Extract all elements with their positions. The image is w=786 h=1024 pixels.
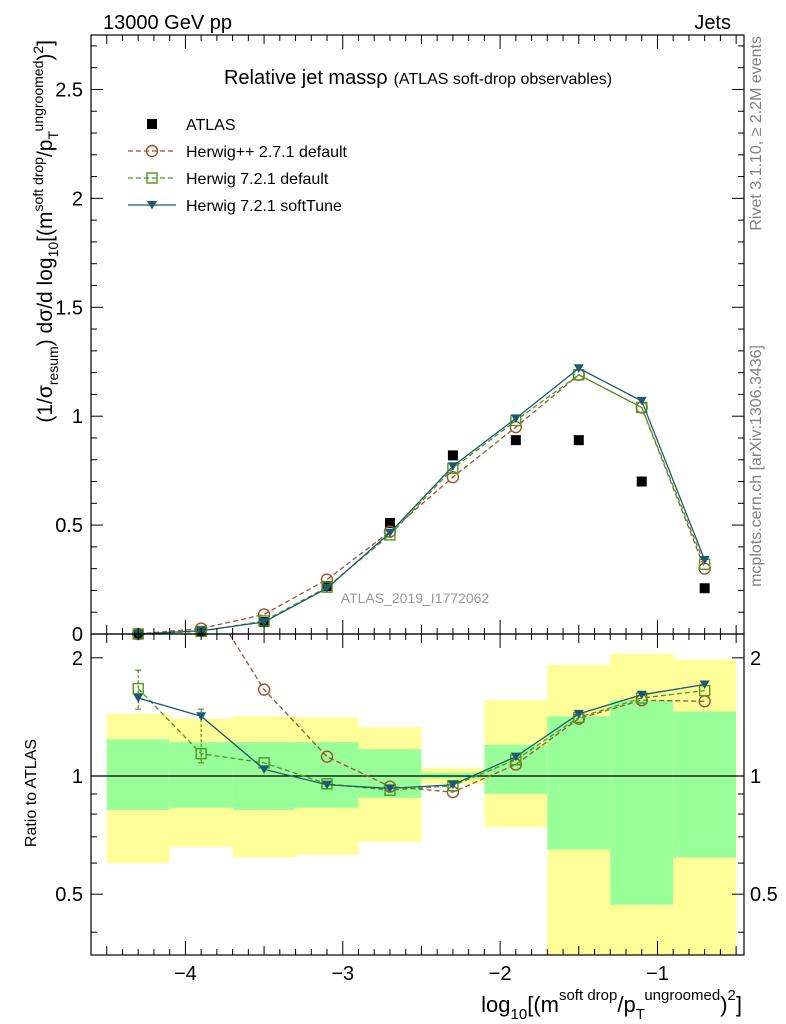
y-tick-label: 2: [72, 188, 83, 210]
ratio-frame: [90, 633, 745, 956]
series-line-1: [138, 374, 706, 635]
y-tick-label: 0: [72, 624, 83, 646]
data-point: [322, 584, 333, 593]
data-point: [699, 583, 710, 594]
series-line-3: [138, 367, 706, 635]
band-green: [673, 711, 737, 858]
ratio-y-tick-label-right: 0.5: [750, 884, 778, 906]
data-point: [259, 618, 270, 627]
legend-marker: [147, 119, 157, 129]
main-series-group: [132, 364, 711, 641]
data-point: [573, 364, 584, 373]
y-tick-label: 2.5: [55, 79, 83, 101]
ratio-y-tick-label: 2: [72, 648, 83, 670]
main-y-axis-title: (1/σresum) dσ/d log10[(msoft drop/pTungr…: [30, 40, 61, 423]
ratio-y-axis-title: Ratio to ATLAS: [23, 739, 40, 847]
plot-title-main: Relative jet massρ: [224, 67, 388, 89]
x-tick-label: −4: [174, 963, 197, 985]
series-line-2: [138, 374, 706, 635]
band-green: [295, 742, 359, 808]
y-tick-label: 1: [72, 406, 83, 428]
legend: ATLAS Herwig++ 2.7.1 default Herwig 7.2.1 …: [128, 117, 348, 215]
ratio-line-2: [138, 683, 705, 790]
ratio-y-tick-label: 0.5: [55, 884, 83, 906]
legend-marker: [145, 144, 159, 158]
data-point: [573, 435, 584, 446]
data-point: [636, 476, 647, 487]
x-tick-label: −1: [646, 963, 669, 985]
ratio-point: [384, 784, 395, 793]
ratio-point: [133, 694, 144, 703]
legend-label: Herwig++ 2.7.1 default: [186, 144, 348, 161]
x-tick-label: −3: [331, 963, 354, 985]
mcplots-label: mcplots.cern.ch [arXiv:1306.3436]: [748, 345, 765, 587]
band-green: [106, 739, 170, 810]
rivet-label: Rivet 3.1.10, ≥ 2.2M events: [748, 36, 765, 231]
data-point: [636, 396, 647, 406]
x-tick-label: −2: [489, 963, 512, 985]
ratio-point: [259, 765, 270, 774]
band-green: [610, 700, 674, 905]
ratio-y-tick-label: 1: [72, 766, 83, 788]
data-point: [510, 435, 521, 446]
ratio-point: [636, 690, 647, 700]
ratio-point: [195, 747, 207, 760]
ratio-point: [320, 750, 334, 763]
ratio-line-1: [137, 688, 705, 791]
y-tick-label: 0.5: [55, 515, 83, 537]
watermark-label: ATLAS_2019_I1772062: [341, 590, 490, 606]
ratio-point: [322, 780, 333, 790]
ratio-series-group: [132, 633, 711, 799]
ratio-point: [699, 680, 710, 690]
ratio-line-0: [228, 633, 705, 793]
data-point: [699, 555, 710, 565]
ratio-point: [573, 709, 584, 719]
header-right: Jets: [694, 12, 731, 34]
ratio-point: [257, 683, 271, 696]
ratio-y-tick-label-right: 2: [750, 648, 761, 670]
plot-title-sub: (ATLAS soft-drop observables): [394, 71, 612, 88]
y-tick-label: 1.5: [55, 297, 83, 319]
plot-title: Relative jet massρ (ATLAS soft-drop obser…: [224, 67, 612, 89]
ratio-point: [196, 712, 207, 721]
legend-label: Herwig 7.2.1 softTune: [186, 198, 342, 215]
x-axis-title: log10[(msoft drop/pTungroomed)2]: [481, 987, 742, 1023]
data-point: [510, 414, 521, 423]
header-left: 13000 GeV pp: [103, 12, 232, 34]
ratio-point: [132, 682, 144, 695]
band-green: [547, 716, 611, 850]
data-point: [447, 462, 458, 471]
ratio-point: [447, 780, 458, 790]
axes-group: 0 0.5 1 1.5 2 2.5 −4 −3 −2 −1 0.5 0.5 1 1 2 2: [55, 34, 778, 985]
legend-marker: [147, 201, 157, 210]
data-point: [446, 470, 460, 484]
data-point: [384, 517, 395, 528]
data-point: [447, 450, 458, 461]
legend-marker: [146, 172, 158, 184]
ratio-point: [510, 752, 521, 762]
ratio-y-tick-label-right: 1: [750, 766, 761, 788]
data-point: [384, 528, 395, 538]
legend-label: ATLAS: [186, 117, 236, 134]
legend-label: Herwig 7.2.1 default: [186, 171, 329, 188]
